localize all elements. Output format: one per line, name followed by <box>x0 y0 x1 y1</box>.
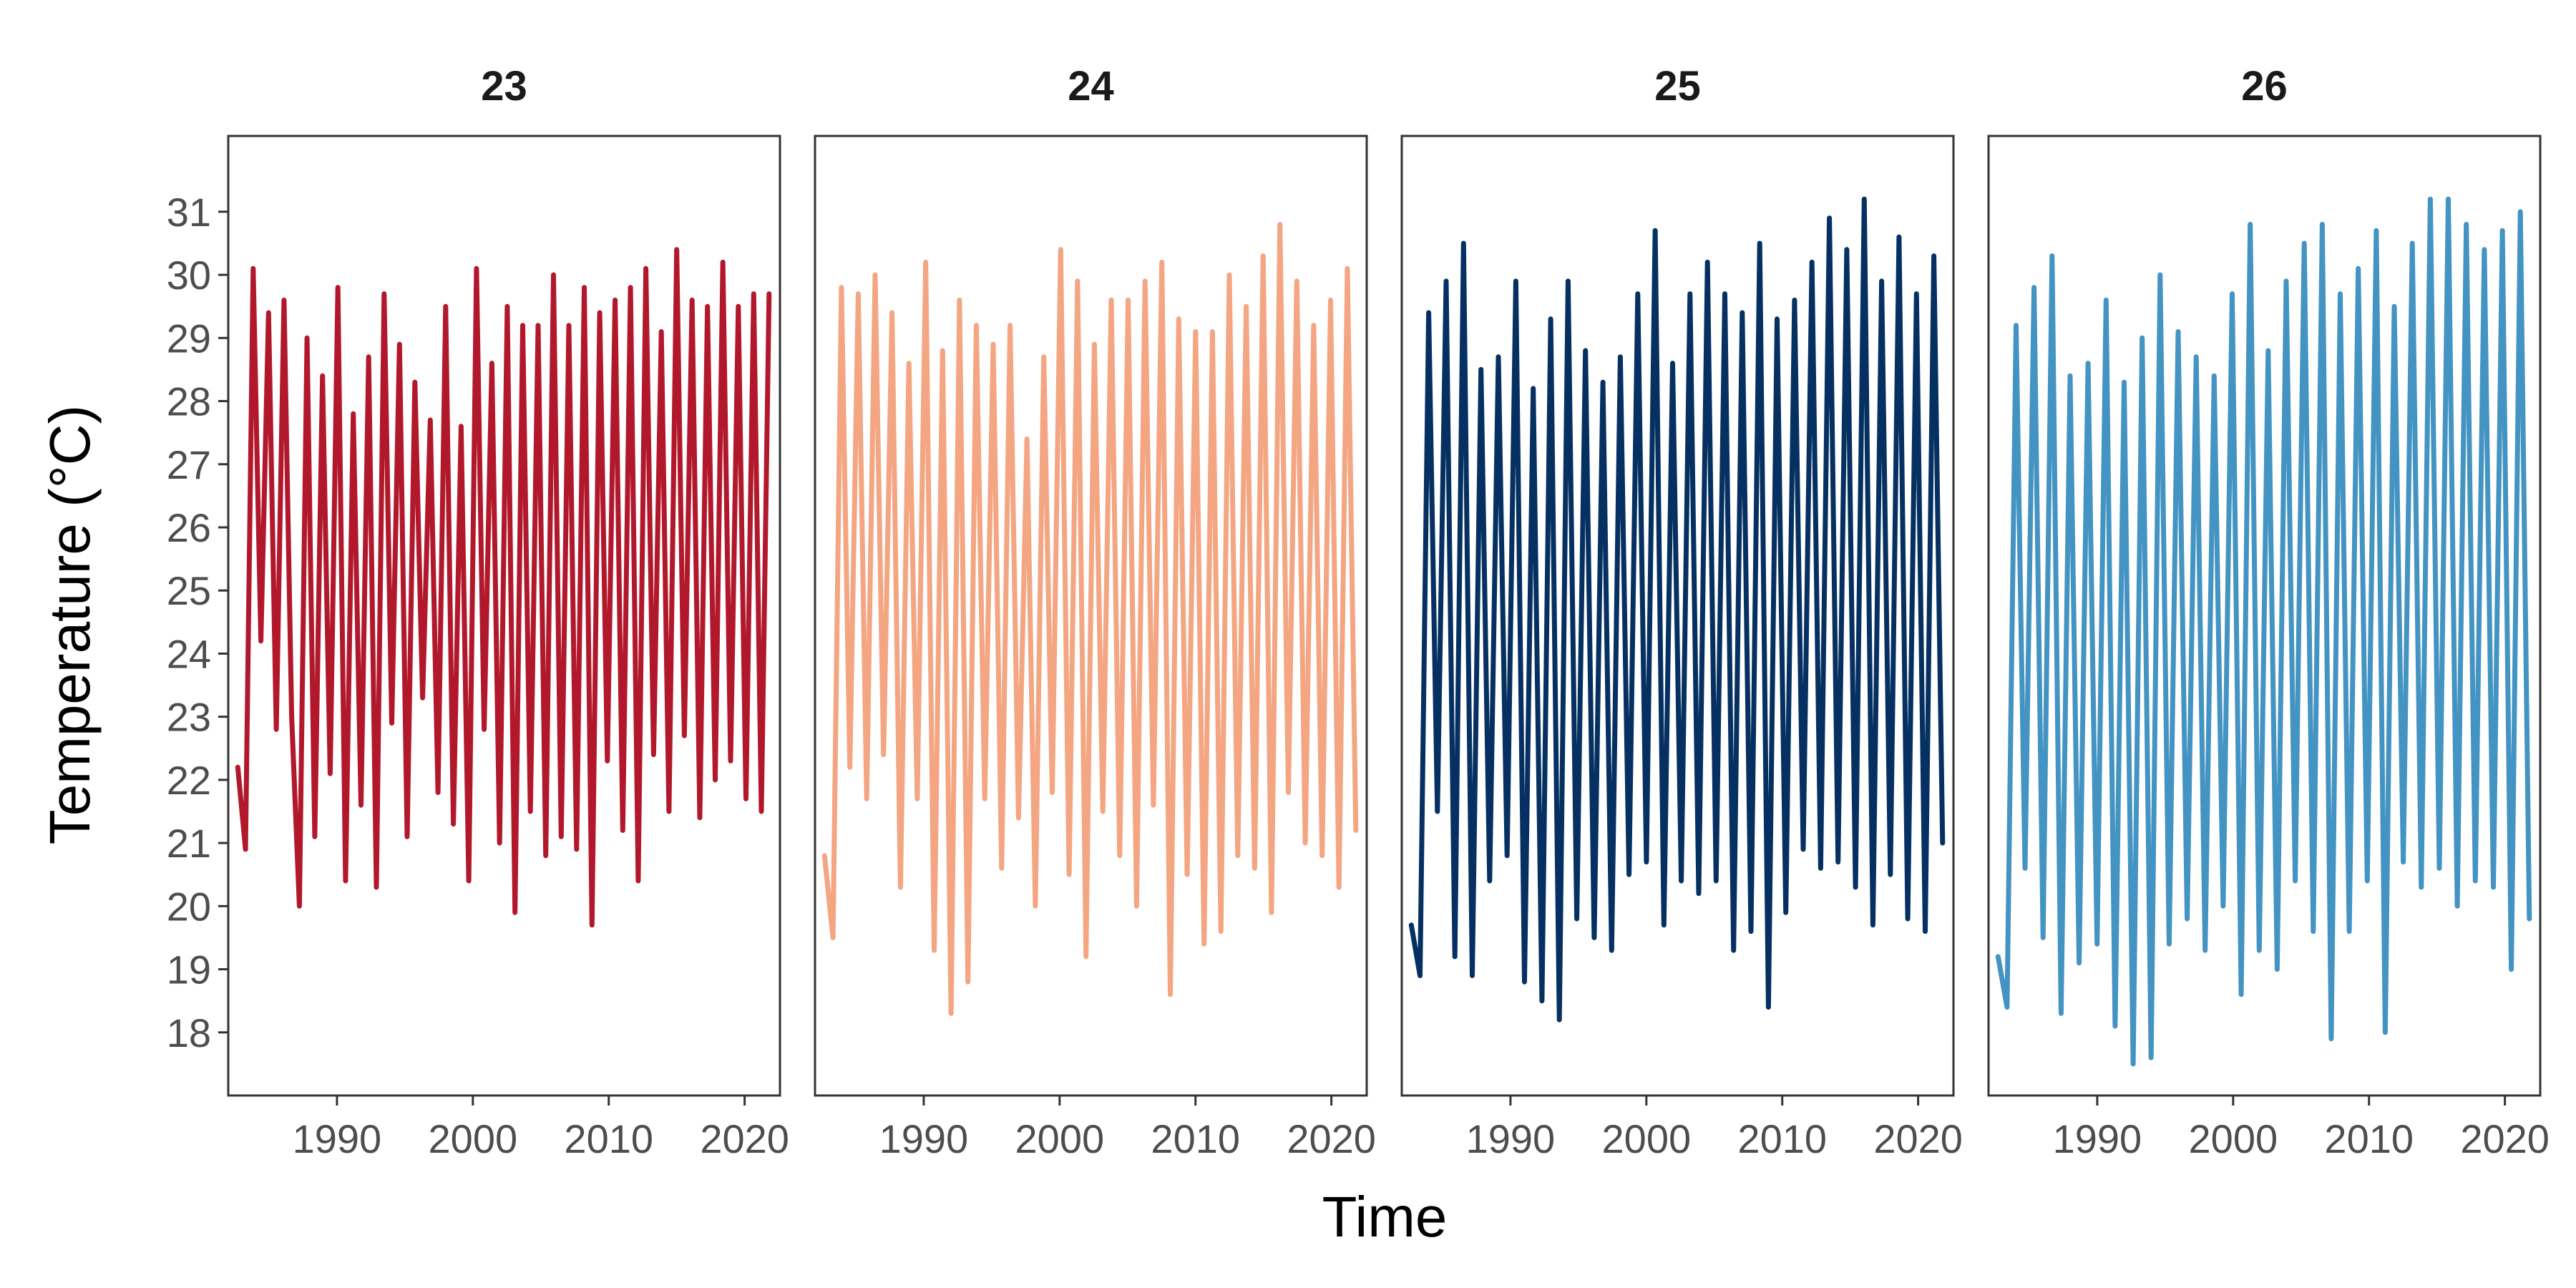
panel-frame <box>1400 135 1955 1097</box>
y-tick-label: 18 <box>167 1010 211 1055</box>
x-tick-label: 2010 <box>564 1116 653 1161</box>
y-tick-label: 26 <box>167 505 211 550</box>
x-tick-label: 2020 <box>1287 1116 1376 1161</box>
y-tick-label: 24 <box>167 631 211 676</box>
x-tick-label: 2020 <box>1873 1116 1963 1161</box>
panel-title: 24 <box>1068 63 1114 109</box>
series-line-26 <box>1995 196 2532 1067</box>
y-axis: 18 19 20 21 22 23 24 25 26 27 28 29 30 31 <box>167 190 228 1055</box>
x-tick-label: 2010 <box>2324 1116 2414 1161</box>
x-tick-label: 1990 <box>1466 1116 1556 1161</box>
x-tick-label: 1990 <box>293 1116 382 1161</box>
y-tick-label: 23 <box>167 695 211 740</box>
y-tick-label: 19 <box>167 947 211 992</box>
series-line-24 <box>821 222 1359 1016</box>
y-tick-label: 28 <box>167 379 211 424</box>
x-tick-label: 1990 <box>879 1116 969 1161</box>
y-tick-label: 31 <box>167 190 211 235</box>
x-tick-label: 1990 <box>2053 1116 2142 1161</box>
y-tick-label: 29 <box>167 316 211 361</box>
panels-layer: 23 1990 2000 2010 2020 24 1990 2000 2010 2020 25 19… <box>227 63 2550 1161</box>
x-tick-label: 2010 <box>1151 1116 1240 1161</box>
y-axis-title: Temperature (°C) <box>38 405 102 844</box>
panel-frame <box>227 135 781 1097</box>
series-line-25 <box>1408 196 1946 1023</box>
panel-24: 24 1990 2000 2010 2020 <box>814 63 1376 1161</box>
y-tick-label: 27 <box>167 442 211 487</box>
panel-23: 23 1990 2000 2010 2020 <box>227 63 789 1161</box>
panel-title: 23 <box>481 63 527 109</box>
panel-title: 26 <box>2241 63 2288 109</box>
x-tick-label: 2000 <box>2189 1116 2278 1161</box>
x-tick-label: 2010 <box>1737 1116 1827 1161</box>
y-tick-label: 25 <box>167 568 211 613</box>
x-tick-label: 2000 <box>1015 1116 1105 1161</box>
x-axis-title: Time <box>1322 1185 1448 1249</box>
series-line-23 <box>235 247 772 928</box>
y-tick-label: 21 <box>167 821 211 866</box>
panel-25: 25 1990 2000 2010 2020 <box>1400 63 1963 1161</box>
x-tick-label: 2000 <box>1602 1116 1692 1161</box>
y-tick-label: 22 <box>167 758 211 803</box>
x-tick-label: 2020 <box>700 1116 789 1161</box>
panel-26: 26 1990 2000 2010 2020 <box>1987 63 2550 1161</box>
panel-frame <box>814 135 1368 1097</box>
panel-title: 25 <box>1654 63 1701 109</box>
x-tick-label: 2000 <box>429 1116 518 1161</box>
panel-frame <box>1987 135 2542 1097</box>
y-tick-label: 20 <box>167 884 211 929</box>
x-tick-label: 2020 <box>2460 1116 2550 1161</box>
y-tick-label: 30 <box>167 253 211 298</box>
